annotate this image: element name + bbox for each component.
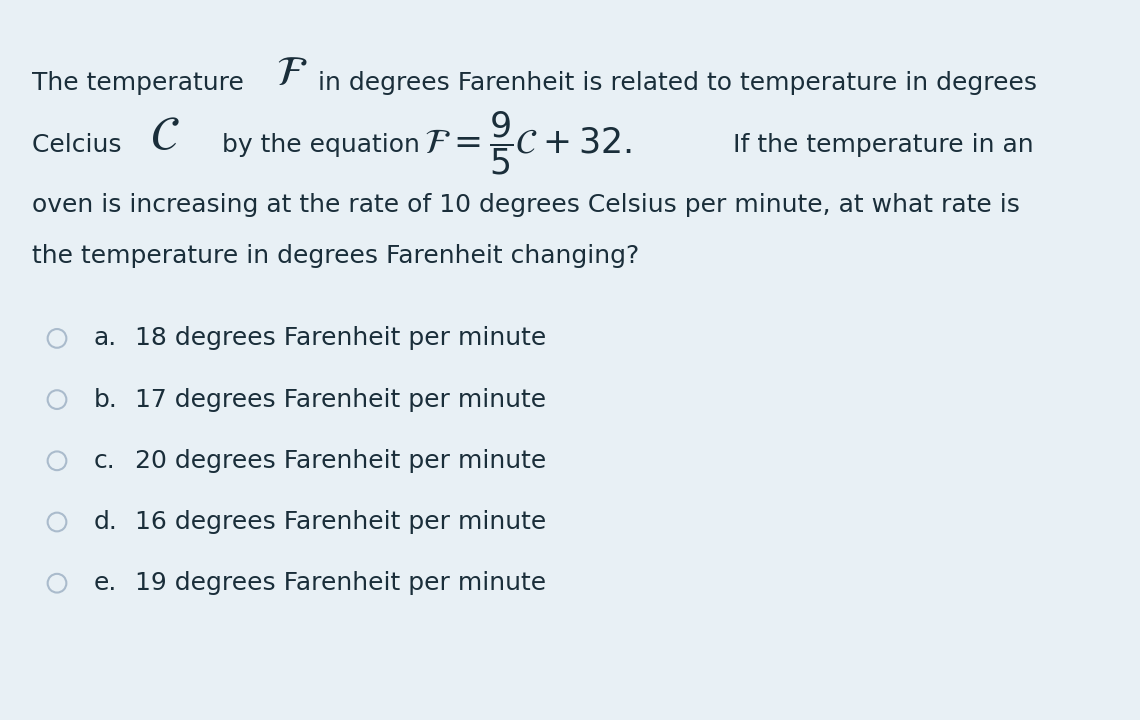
Text: 16 degrees Farenheit per minute: 16 degrees Farenheit per minute bbox=[135, 510, 546, 534]
Text: 18 degrees Farenheit per minute: 18 degrees Farenheit per minute bbox=[135, 326, 546, 351]
Text: 20 degrees Farenheit per minute: 20 degrees Farenheit per minute bbox=[135, 449, 546, 473]
Text: If the temperature in an: If the temperature in an bbox=[725, 133, 1034, 158]
Text: e.: e. bbox=[93, 571, 117, 595]
Text: Celcius: Celcius bbox=[32, 133, 130, 158]
Text: oven is increasing at the rate of 10 degrees Celsius per minute, at what rate is: oven is increasing at the rate of 10 deg… bbox=[32, 193, 1020, 217]
Text: in degrees Farenheit is related to temperature in degrees: in degrees Farenheit is related to tempe… bbox=[310, 71, 1037, 95]
Text: $\mathcal{F}$: $\mathcal{F}$ bbox=[276, 52, 308, 94]
Text: the temperature in degrees Farenheit changing?: the temperature in degrees Farenheit cha… bbox=[32, 243, 640, 268]
Text: d.: d. bbox=[93, 510, 117, 534]
Text: by the equation: by the equation bbox=[214, 133, 429, 158]
Text: The temperature: The temperature bbox=[32, 71, 252, 95]
Text: b.: b. bbox=[93, 387, 117, 412]
Text: a.: a. bbox=[93, 326, 116, 351]
Text: $\mathcal{C}$: $\mathcal{C}$ bbox=[150, 114, 180, 159]
Text: $\mathcal{F} = \dfrac{9}{5}\mathcal{C}+32.$: $\mathcal{F} = \dfrac{9}{5}\mathcal{C}+3… bbox=[424, 109, 632, 177]
Text: 17 degrees Farenheit per minute: 17 degrees Farenheit per minute bbox=[135, 387, 546, 412]
Text: c.: c. bbox=[93, 449, 115, 473]
Text: 19 degrees Farenheit per minute: 19 degrees Farenheit per minute bbox=[135, 571, 546, 595]
